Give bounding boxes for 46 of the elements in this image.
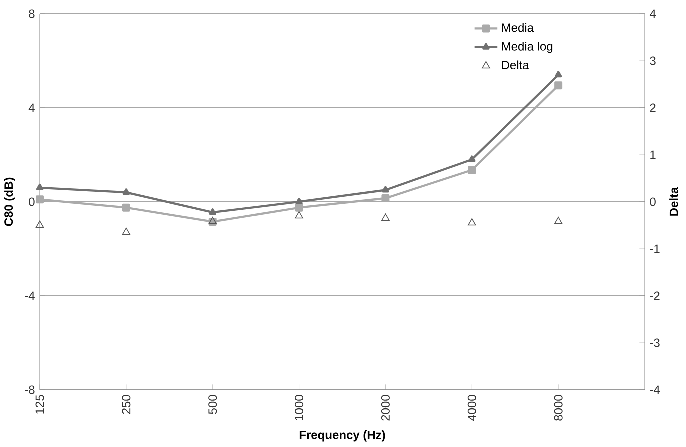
legend-label: Media xyxy=(502,23,534,32)
point xyxy=(209,208,216,216)
y2-tick-label: 2 xyxy=(650,104,656,112)
x-axis-title: Frequency (Hz) xyxy=(300,430,386,442)
y-tick-label: 0 xyxy=(29,198,35,206)
point xyxy=(295,211,304,219)
x-tick-label: 125 xyxy=(36,395,44,414)
y-tick-label: -8 xyxy=(25,386,35,394)
point xyxy=(468,166,476,174)
y2-tick-label: 3 xyxy=(650,56,656,66)
x-tick-label: 250 xyxy=(122,395,131,414)
y2-tick-label: 4 xyxy=(650,10,656,18)
point xyxy=(122,228,131,236)
legend-label: Delta xyxy=(502,60,530,70)
point xyxy=(382,194,390,202)
x-tick-label: 1000 xyxy=(295,395,304,420)
y2-axis-title: Delta xyxy=(670,187,678,216)
point xyxy=(36,220,44,228)
x-tick-label: 8000 xyxy=(554,395,563,421)
point xyxy=(122,204,130,212)
point xyxy=(468,218,476,226)
y-tick-label: -4 xyxy=(25,292,35,300)
x-tick-label: 500 xyxy=(208,395,218,414)
point xyxy=(36,196,44,204)
x-tick-label: 4000 xyxy=(468,395,476,422)
point xyxy=(554,71,562,78)
y-axis-title: C80 (dB) xyxy=(4,178,16,226)
y2-tick-label: -3 xyxy=(650,338,660,348)
point xyxy=(554,82,563,90)
y2-tick-label: -1 xyxy=(650,244,660,254)
y-tick-label: 8 xyxy=(29,10,35,18)
y-tick-label: 4 xyxy=(28,104,35,112)
point xyxy=(382,186,390,193)
y2-tick-label: -4 xyxy=(650,386,660,394)
point xyxy=(122,188,130,196)
legend-label: Media log xyxy=(502,42,553,54)
y2-tick-label: 1 xyxy=(650,150,656,160)
point xyxy=(382,214,390,221)
point xyxy=(554,217,563,224)
x-tick-label: 2000 xyxy=(381,395,390,421)
point xyxy=(468,156,476,162)
y2-tick-label: -2 xyxy=(650,292,660,300)
point xyxy=(295,204,304,212)
point xyxy=(296,198,303,205)
point xyxy=(36,184,44,190)
y2-tick-label: 0 xyxy=(650,198,656,206)
